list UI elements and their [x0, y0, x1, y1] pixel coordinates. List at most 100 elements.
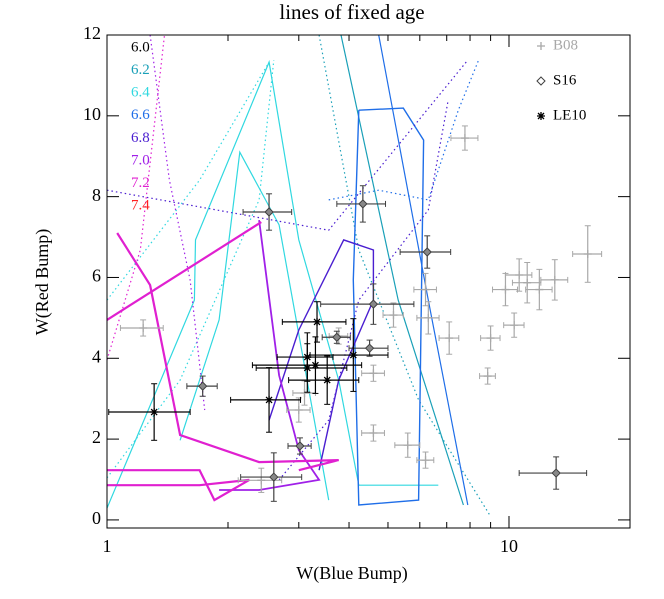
marker — [486, 334, 495, 343]
legend-label: 7.0 — [131, 152, 150, 168]
asterisk-marker — [313, 317, 322, 326]
marker — [515, 271, 524, 280]
plus-marker — [550, 275, 559, 284]
plus-marker — [460, 134, 469, 143]
legend-label: 7.4 — [131, 198, 150, 214]
x-axis-label: W(Blue Bump) — [296, 563, 407, 584]
age-line — [107, 59, 439, 509]
y-tick-label: 12 — [83, 23, 101, 43]
plus-marker — [445, 334, 454, 343]
age-line — [340, 35, 464, 506]
asterisk-marker — [303, 363, 312, 372]
plus-marker — [424, 313, 433, 322]
plus-marker — [421, 285, 430, 294]
plus-marker — [369, 429, 378, 438]
diamond-marker — [197, 381, 208, 391]
asterisk-marker — [150, 408, 159, 417]
marker — [294, 406, 303, 415]
plus-marker — [403, 441, 412, 450]
marker — [349, 351, 358, 360]
asterisk-marker — [311, 361, 320, 370]
plus-marker — [583, 250, 592, 259]
plus-marker — [421, 456, 430, 465]
diamond-marker — [368, 299, 379, 309]
plus-marker — [369, 369, 378, 378]
plus-marker — [389, 311, 398, 320]
marker — [303, 363, 312, 372]
plus-marker — [300, 389, 309, 398]
y-axis-label: W(Red Bump) — [32, 229, 53, 335]
marker — [332, 332, 342, 342]
marker — [550, 275, 559, 284]
x-tick-label: 1 — [103, 536, 112, 556]
legend-entry: LE10 — [537, 107, 586, 123]
age-line — [352, 107, 425, 506]
marker — [311, 361, 320, 370]
marker — [445, 334, 454, 343]
legend-label: 6.8 — [131, 130, 150, 146]
marker — [264, 207, 274, 217]
marker — [369, 369, 378, 378]
marker — [369, 429, 378, 438]
age-line — [116, 232, 339, 472]
diamond-marker — [264, 207, 274, 217]
marker — [424, 313, 433, 322]
y-tick-label: 10 — [83, 104, 101, 124]
marker — [313, 317, 322, 326]
age-line — [107, 59, 469, 231]
legend-label: 7.2 — [131, 175, 150, 191]
marker — [483, 372, 492, 381]
asterisk-marker — [349, 351, 358, 360]
marker — [551, 468, 561, 478]
age-line — [107, 61, 270, 301]
asterisk-marker — [323, 376, 332, 385]
y-tick-label: 6 — [92, 266, 101, 286]
marker — [510, 321, 519, 330]
plus-marker — [501, 285, 510, 294]
marker — [197, 381, 208, 391]
chart-title: lines of fixed age — [279, 0, 424, 24]
marker — [421, 456, 430, 465]
plus-marker — [486, 334, 495, 343]
marker — [323, 376, 332, 385]
marker — [368, 299, 379, 309]
legend-label: 6.6 — [131, 107, 150, 123]
marker — [460, 134, 469, 143]
plus-marker — [535, 285, 544, 294]
plot-frame — [106, 34, 631, 529]
marker — [422, 247, 432, 257]
diamond-marker — [295, 441, 305, 451]
plus-marker — [515, 271, 524, 280]
marker — [523, 278, 532, 287]
marker — [295, 441, 305, 451]
marker — [139, 323, 148, 332]
diamond-marker — [269, 472, 279, 482]
age-line — [378, 35, 469, 506]
legend-label: 6.2 — [131, 62, 150, 78]
plus-marker — [523, 278, 532, 287]
age-line — [278, 99, 449, 481]
y-tick-label: 2 — [92, 427, 101, 447]
y-tick-label: 4 — [92, 346, 101, 366]
legend-symbol — [537, 112, 545, 120]
marker — [265, 395, 274, 404]
asterisk-marker — [265, 395, 274, 404]
marker — [501, 285, 510, 294]
age-line — [107, 221, 262, 321]
marker — [389, 311, 398, 320]
age-line — [318, 35, 491, 516]
legend-symbol — [536, 76, 546, 86]
plus-marker — [294, 406, 303, 415]
plus-marker — [139, 323, 148, 332]
legend-label: S16 — [553, 72, 577, 88]
legend-entry: S16 — [536, 72, 577, 88]
marker — [364, 343, 375, 353]
age-line — [107, 469, 250, 502]
diamond-marker — [358, 199, 368, 209]
y-tick-label: 0 — [92, 508, 101, 528]
marker — [269, 472, 279, 482]
legend-label: LE10 — [553, 107, 586, 123]
marker — [535, 285, 544, 294]
